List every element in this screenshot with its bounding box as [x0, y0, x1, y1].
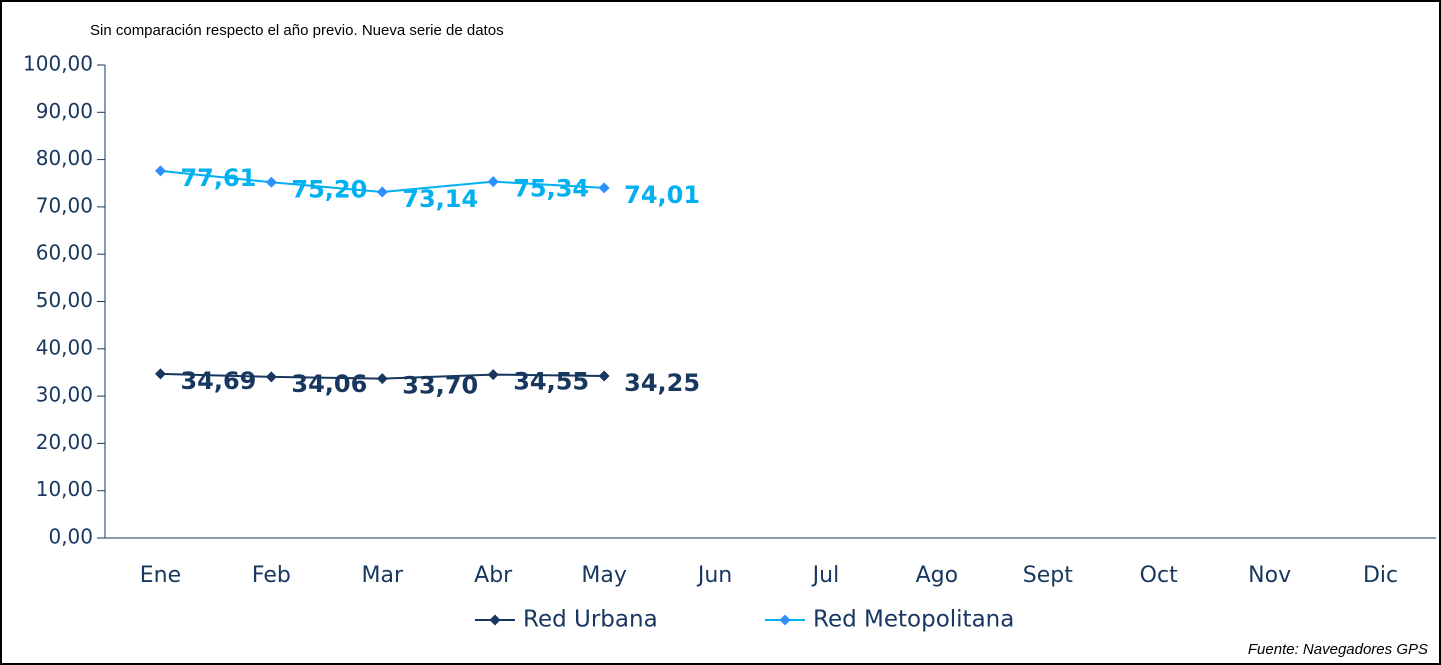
x-tick-label: Feb [252, 563, 291, 588]
x-tick-label: Ene [140, 563, 181, 588]
data-label: 34,25 [624, 369, 700, 397]
point-marker [487, 176, 499, 188]
y-tick-label: 10,00 [36, 477, 93, 501]
data-label: 33,70 [402, 372, 478, 400]
point-marker [376, 186, 388, 198]
y-tick-label: 60,00 [36, 241, 93, 265]
x-tick-label: Nov [1248, 563, 1291, 588]
x-tick-label: Sept [1023, 563, 1073, 588]
y-tick-label: 90,00 [36, 99, 93, 123]
legend-label: Red Urbana [523, 607, 658, 633]
point-marker [265, 176, 277, 188]
point-marker [265, 371, 277, 383]
y-tick-label: 40,00 [36, 335, 93, 359]
x-tick-label: Mar [362, 563, 404, 588]
data-label: 73,14 [402, 185, 478, 213]
data-label: 34,06 [291, 370, 367, 398]
data-label: 77,61 [180, 164, 256, 192]
chart-subtitle: Sin comparación respecto el año previo. … [90, 22, 504, 39]
y-tick-label: 100,00 [23, 52, 93, 76]
x-tick-label: Abr [474, 563, 513, 588]
data-label: 75,34 [513, 175, 589, 203]
data-label: 75,20 [291, 175, 367, 203]
x-tick-label: Jul [811, 563, 840, 588]
point-marker [154, 165, 166, 177]
y-tick-label: 50,00 [36, 288, 93, 312]
data-label: 34,69 [180, 367, 256, 395]
y-tick-label: 0,00 [48, 525, 93, 549]
point-marker [487, 369, 499, 381]
point-marker [598, 370, 610, 382]
data-label: 74,01 [624, 181, 700, 209]
source-note: Fuente: Navegadores GPS [1248, 641, 1428, 658]
y-tick-label: 80,00 [36, 146, 93, 170]
legend-marker [489, 614, 501, 626]
y-tick-label: 30,00 [36, 383, 93, 407]
y-tick-label: 70,00 [36, 193, 93, 217]
x-tick-label: May [581, 563, 626, 588]
point-marker [598, 182, 610, 194]
point-marker [376, 373, 388, 385]
x-tick-label: Oct [1140, 563, 1178, 588]
x-tick-label: Jun [696, 563, 732, 588]
data-label: 34,55 [513, 368, 589, 396]
x-tick-label: Ago [916, 563, 958, 588]
y-tick-label: 20,00 [36, 430, 93, 454]
legend-marker [779, 614, 791, 626]
legend-label: Red Metopolitana [813, 607, 1014, 633]
x-tick-label: Dic [1363, 563, 1398, 588]
point-marker [154, 368, 166, 380]
